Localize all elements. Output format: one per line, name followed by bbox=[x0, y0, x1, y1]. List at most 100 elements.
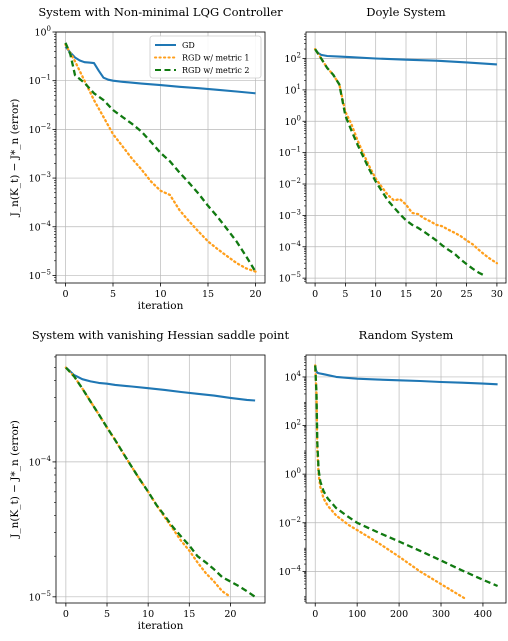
series-line-rgd-w-metric-2 bbox=[65, 366, 256, 598]
x-tick-label: 10 bbox=[370, 289, 382, 300]
y-tick-exponent: −4 bbox=[291, 240, 302, 248]
series-line-rgd-w-metric-1 bbox=[64, 366, 232, 598]
y-tick-exponent: −5 bbox=[41, 590, 51, 598]
chart-title: Doyle System bbox=[366, 5, 445, 19]
y-tick-base: 10 bbox=[284, 372, 296, 383]
y-tick-exponent: −3 bbox=[291, 208, 301, 216]
y-tick-exponent: −4 bbox=[291, 564, 302, 572]
series-line-gd bbox=[314, 365, 498, 386]
y-tick-base: 10 bbox=[279, 148, 291, 159]
y-tick-exponent: −3 bbox=[41, 171, 51, 179]
chart-title: System with Non-minimal LQG Controller bbox=[38, 5, 283, 19]
y-tick-label: 100 bbox=[284, 467, 301, 481]
y-tick-exponent: 2 bbox=[297, 52, 301, 60]
y-tick-base: 10 bbox=[279, 180, 291, 191]
x-tick-label: 0 bbox=[312, 289, 318, 300]
legend-label: GD bbox=[182, 41, 195, 50]
y-tick-exponent: −2 bbox=[41, 122, 51, 130]
y-tick-exponent: 0 bbox=[297, 467, 301, 475]
y-tick-base: 10 bbox=[279, 274, 291, 285]
y-tick-base: 10 bbox=[279, 567, 291, 578]
y-tick-base: 10 bbox=[34, 28, 46, 39]
x-tick-label: 30 bbox=[491, 289, 503, 300]
y-tick-exponent: −2 bbox=[291, 177, 301, 185]
y-tick-label: 10−4 bbox=[29, 455, 52, 469]
series-line-rgd-w-metric-2 bbox=[64, 42, 257, 273]
y-tick-base: 10 bbox=[279, 242, 291, 253]
series-line-rgd-w-metric-1 bbox=[64, 43, 257, 273]
chart-title: System with vanishing Hessian saddle poi… bbox=[32, 328, 290, 342]
y-tick-base: 10 bbox=[29, 457, 41, 468]
x-tick-label: 0 bbox=[312, 609, 318, 620]
y-tick-label: 10−5 bbox=[279, 271, 301, 285]
y-tick-base: 10 bbox=[29, 125, 41, 136]
y-tick-base: 10 bbox=[284, 54, 296, 65]
y-tick-base: 10 bbox=[29, 174, 41, 185]
y-tick-label: 10−2 bbox=[279, 177, 301, 191]
x-tick-label: 5 bbox=[104, 609, 110, 620]
legend-box bbox=[149, 35, 262, 79]
x-axis-label: iteration bbox=[138, 620, 184, 632]
y-tick-exponent: 0 bbox=[297, 114, 301, 122]
series-line-rgd-w-metric-1 bbox=[314, 364, 466, 600]
y-tick-label: 10−1 bbox=[29, 74, 51, 88]
y-tick-exponent: −1 bbox=[41, 74, 51, 82]
chart-panel-2: 0 5 10 15 20 25 3010−510−410−310−210−110010110… bbox=[279, 5, 507, 300]
y-tick-base: 10 bbox=[29, 76, 41, 87]
x-tick-label: 300 bbox=[432, 609, 450, 620]
x-tick-label: 400 bbox=[474, 609, 492, 620]
y-tick-base: 10 bbox=[279, 518, 291, 529]
y-tick-exponent: 2 bbox=[297, 419, 301, 427]
y-tick-exponent: −5 bbox=[41, 268, 51, 276]
x-tick-label: 15 bbox=[183, 609, 195, 620]
y-tick-label: 10−5 bbox=[29, 590, 51, 604]
y-tick-exponent: −5 bbox=[291, 271, 301, 279]
y-tick-label: 10−3 bbox=[279, 208, 301, 222]
x-tick-label: 15 bbox=[400, 289, 412, 300]
y-tick-label: 104 bbox=[284, 370, 301, 384]
y-tick-base: 10 bbox=[29, 222, 41, 233]
x-tick-label: 25 bbox=[461, 289, 473, 300]
y-tick-label: 10−4 bbox=[279, 564, 302, 578]
y-tick-base: 10 bbox=[29, 592, 41, 603]
y-tick-base: 10 bbox=[284, 421, 296, 432]
x-tick-label: 10 bbox=[154, 289, 166, 300]
y-axis-label: J_n(K_t) − J*_n (error) bbox=[9, 99, 21, 218]
y-tick-label: 10−5 bbox=[29, 268, 51, 282]
y-tick-label: 100 bbox=[284, 114, 301, 128]
x-tick-label: 20 bbox=[224, 609, 236, 620]
y-tick-exponent: −4 bbox=[41, 220, 52, 228]
y-tick-base: 10 bbox=[284, 470, 296, 481]
chart-title: Random System bbox=[359, 328, 454, 342]
x-tick-label: 200 bbox=[390, 609, 408, 620]
y-tick-exponent: −2 bbox=[291, 516, 301, 524]
y-tick-exponent: −4 bbox=[41, 455, 52, 463]
y-tick-base: 10 bbox=[279, 211, 291, 222]
x-tick-label: 10 bbox=[142, 609, 154, 620]
y-tick-label: 10−4 bbox=[279, 240, 302, 254]
y-tick-exponent: −1 bbox=[291, 146, 301, 154]
y-tick-base: 10 bbox=[29, 271, 41, 282]
y-tick-label: 10−1 bbox=[279, 146, 301, 160]
x-tick-label: 100 bbox=[348, 609, 366, 620]
series-line-rgd-w-metric-2 bbox=[314, 365, 499, 588]
y-tick-label: 100 bbox=[34, 25, 51, 39]
y-tick-label: 102 bbox=[284, 419, 301, 433]
legend-label: RGD w/ metric 2 bbox=[182, 66, 250, 75]
y-tick-label: 10−2 bbox=[279, 516, 301, 530]
y-tick-label: 101 bbox=[284, 83, 301, 97]
x-tick-label: 20 bbox=[249, 289, 261, 300]
y-tick-exponent: 4 bbox=[297, 370, 302, 378]
x-tick-label: 5 bbox=[110, 289, 116, 300]
y-tick-label: 102 bbox=[284, 52, 301, 66]
x-tick-label: 0 bbox=[63, 609, 69, 620]
y-axis-label: J_n(K_t) − J*_n (error) bbox=[9, 420, 21, 539]
x-tick-label: 0 bbox=[62, 289, 68, 300]
x-tick-label: 15 bbox=[202, 289, 214, 300]
y-tick-exponent: 0 bbox=[47, 25, 51, 33]
x-tick-label: 20 bbox=[430, 289, 442, 300]
x-axis-label: iteration bbox=[138, 300, 184, 312]
